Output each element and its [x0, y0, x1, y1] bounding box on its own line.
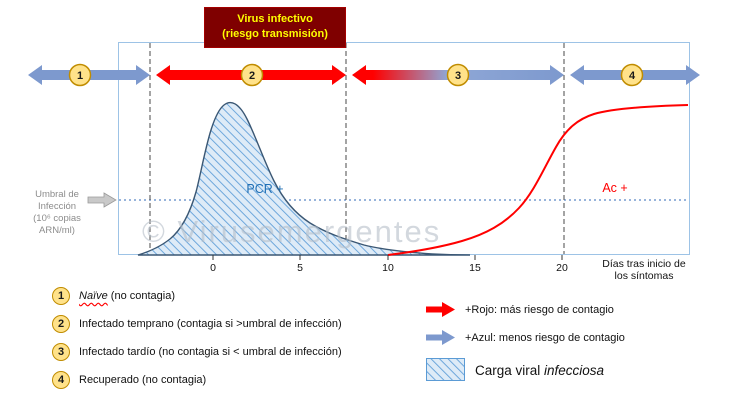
hatched-swatch-icon	[426, 358, 465, 381]
phase-3-number: 3	[455, 70, 461, 82]
viral-load-curve	[137, 101, 471, 256]
threshold-label-line3: (10⁶ copias	[33, 213, 81, 224]
legend-item-late-infected: 3 Infectado tardío (no contagia si < umb…	[52, 343, 342, 361]
red-risk-label: +Rojo: más riesgo de contagio	[465, 303, 614, 316]
blue-risk-label: +Azul: menos riesgo de contagio	[465, 331, 625, 344]
phase-1-number: 1	[77, 70, 83, 82]
legend-item-early-infected: 2 Infectado temprano (contagia si >umbra…	[52, 315, 342, 333]
watermark: © Virusemergentes	[142, 214, 441, 249]
threshold-label-line1: Umbral de	[35, 189, 79, 200]
chart-figure: © Virusemergentes 1 2 3 4 0 5 10 15 20 D…	[28, 42, 700, 282]
antibody-positive-label: Ac +	[602, 181, 627, 195]
tick-label-10: 10	[382, 262, 394, 274]
naive-term: Naïve	[79, 290, 108, 302]
tick-label-15: 15	[469, 262, 481, 274]
legend-text-late-infected: Infectado tardío (no contagia si < umbra…	[79, 346, 342, 358]
banner-line1: Virus infectivo	[237, 13, 313, 25]
legend-text-early-infected: Infectado temprano (contagia si >umbral …	[79, 318, 342, 330]
threshold-label-line4: ARN/ml)	[39, 225, 75, 236]
tick-label-20: 20	[556, 262, 568, 274]
threshold-label-line2: Infección	[38, 201, 76, 212]
legend-item-red-risk: +Rojo: más riesgo de contagio	[426, 301, 614, 318]
threshold-pointer-icon	[87, 192, 117, 208]
legend-item-blue-risk: +Azul: menos riesgo de contagio	[426, 329, 625, 346]
legend-text-recovered: Recuperado (no contagia)	[79, 374, 207, 386]
phase-2-number: 2	[249, 70, 255, 82]
x-axis-label-line2: los síntomas	[615, 270, 674, 282]
tick-label-0: 0	[210, 262, 216, 274]
infective-virus-banner: Virus infectivo (riesgo transmisión)	[204, 7, 346, 48]
viral-load-legend-pre: Carga viral	[475, 362, 545, 378]
legend-text-naive: Naïve (no contagia)	[79, 290, 175, 302]
phase-4-badge	[620, 63, 644, 87]
red-arrow-icon	[426, 302, 455, 317]
legend-badge-1: 1	[52, 287, 70, 305]
legend-item-recovered: 4 Recuperado (no contagia)	[52, 371, 206, 389]
blue-arrow-icon	[426, 330, 455, 345]
legend-badge-2: 2	[52, 315, 70, 333]
antibody-curve	[387, 104, 689, 256]
naive-rest: (no contagia)	[107, 290, 176, 302]
phase-2-badge	[240, 63, 264, 87]
legend-item-naive: 1 Naïve (no contagia)	[52, 287, 175, 305]
legend-badge-4: 4	[52, 371, 70, 389]
legend-badge-3: 3	[52, 343, 70, 361]
viral-load-legend-label: Carga viral infecciosa	[475, 363, 604, 378]
viral-load-legend-em: infecciosa	[544, 362, 605, 378]
phase-1-badge	[68, 63, 92, 87]
tick-label-5: 5	[297, 262, 303, 274]
banner-line2: (riesgo transmisión)	[222, 28, 328, 41]
phase-4-number: 4	[629, 70, 636, 82]
pcr-positive-label: PCR +	[246, 182, 283, 196]
phase-3-badge	[446, 63, 470, 87]
x-axis-label-line1: Días tras inicio de	[602, 258, 686, 270]
legend-item-viral-load: Carga viral infecciosa	[426, 358, 604, 382]
